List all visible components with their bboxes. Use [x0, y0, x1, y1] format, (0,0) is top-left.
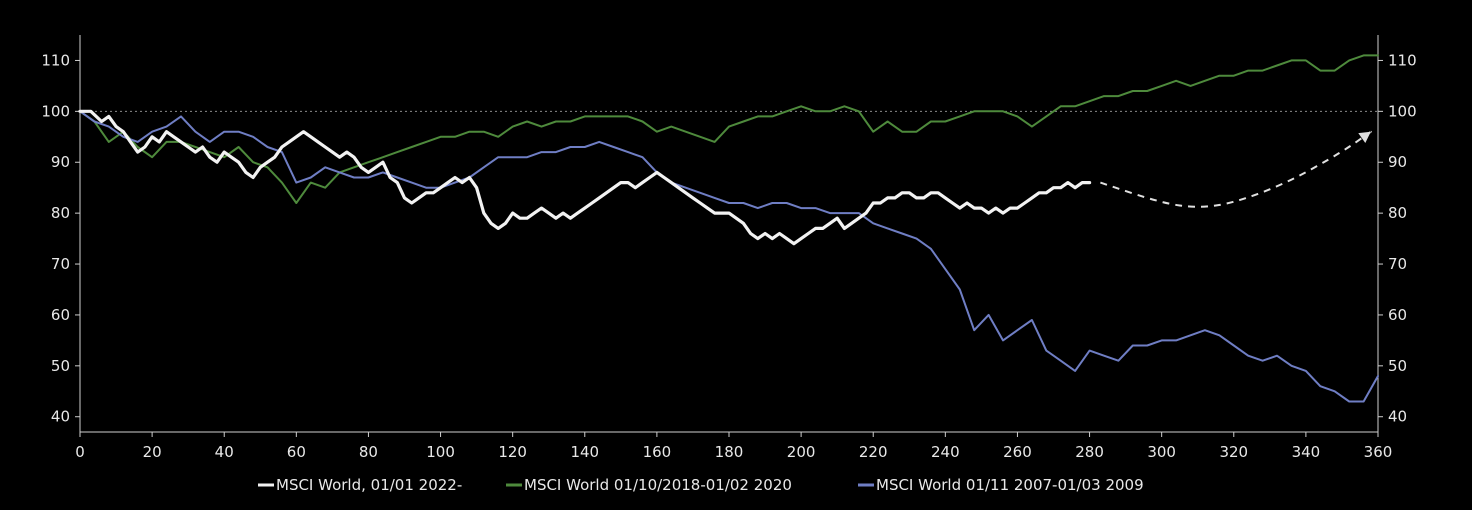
y-tick-label-right: 110	[1388, 51, 1417, 69]
y-tick-label-right: 80	[1388, 204, 1407, 222]
y-tick-label-left: 110	[41, 51, 70, 69]
x-tick-label: 240	[931, 443, 960, 461]
x-tick-label: 40	[215, 443, 234, 461]
series-line-2	[79, 110, 1379, 403]
y-tick-label-left: 80	[51, 204, 70, 222]
series-line-0	[78, 109, 1092, 246]
legend-label-1: MSCI World 01/10/2018-01/02 2020	[524, 476, 792, 494]
x-tick-label: 100	[426, 443, 455, 461]
x-tick-label: 20	[143, 443, 162, 461]
y-tick-label-right: 50	[1388, 357, 1407, 375]
x-tick-label: 80	[359, 443, 378, 461]
series-lines	[78, 54, 1379, 403]
y-tick-label-left: 60	[51, 306, 70, 324]
y-tick-label-left: 70	[51, 255, 70, 273]
x-tick-label: 60	[287, 443, 306, 461]
x-tick-label: 140	[570, 443, 599, 461]
projection-curve	[1100, 130, 1372, 208]
x-tick-label: 360	[1364, 443, 1393, 461]
y-tick-label-right: 40	[1388, 408, 1407, 426]
projection-layer	[1100, 130, 1372, 208]
legend: MSCI World, 01/01 2022- MSCI World 01/10/…	[258, 476, 1144, 494]
y-tick-label-left: 90	[51, 153, 70, 171]
y-tick-label-left: 40	[51, 408, 70, 426]
x-tick-label: 220	[859, 443, 888, 461]
legend-label-2: MSCI World 01/11 2007-01/03 2009	[876, 476, 1144, 494]
series-line-1	[79, 54, 1379, 204]
x-tick-label: 180	[715, 443, 744, 461]
y-tick-label-right: 90	[1388, 153, 1407, 171]
axes: 40 40 50 50 60 60 70 70 80 80 90 90 100 100 110 110 0 20 4…	[41, 35, 1417, 461]
x-tick-label: 200	[787, 443, 816, 461]
x-tick-label: 160	[643, 443, 672, 461]
x-tick-label: 0	[75, 443, 85, 461]
x-tick-label: 320	[1219, 443, 1248, 461]
x-tick-label: 340	[1292, 443, 1321, 461]
y-tick-label-right: 70	[1388, 255, 1407, 273]
y-tick-label-left: 50	[51, 357, 70, 375]
projection-arrowhead	[1358, 131, 1371, 143]
y-tick-label-right: 60	[1388, 306, 1407, 324]
x-tick-label: 300	[1147, 443, 1176, 461]
y-tick-label-right: 100	[1388, 102, 1417, 120]
legend-label-0: MSCI World, 01/01 2022-	[276, 476, 462, 494]
x-tick-label: 260	[1003, 443, 1032, 461]
x-tick-label: 120	[498, 443, 527, 461]
x-tick-label: 280	[1075, 443, 1104, 461]
y-tick-label-left: 100	[41, 102, 70, 120]
